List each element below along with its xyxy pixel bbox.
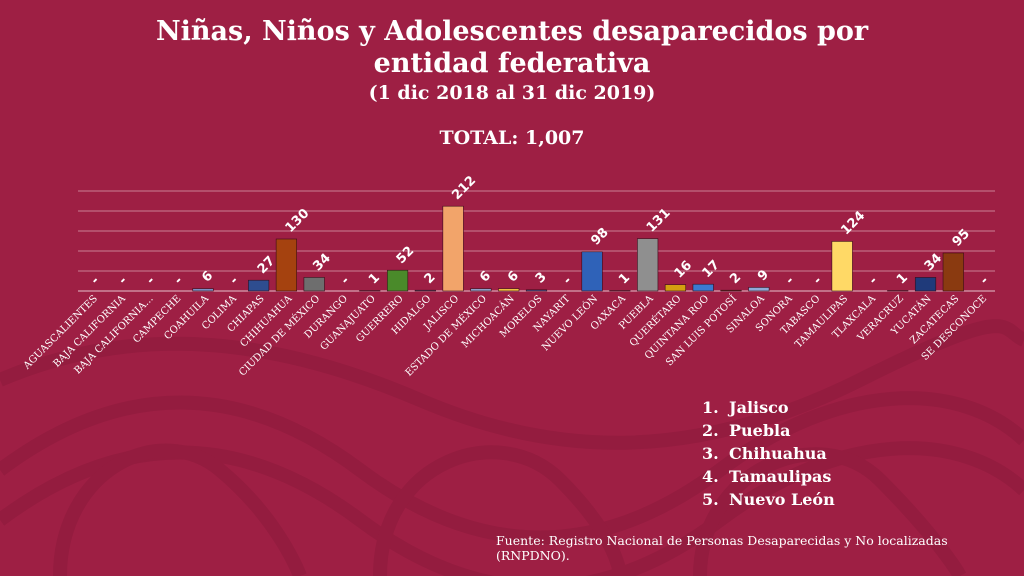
ranking-item: 2. Puebla (702, 421, 791, 440)
bar (664, 284, 687, 292)
data-label: 95 (950, 226, 973, 249)
data-label: 1 (366, 270, 383, 287)
data-label: 3 (533, 270, 550, 287)
ranking-item: 5. Nuevo León (702, 490, 835, 509)
data-label: - (144, 273, 158, 287)
bar (525, 289, 548, 292)
data-label: - (338, 273, 352, 287)
data-label: 2 (727, 270, 744, 287)
chart-title: Niñas, Niños y Adolescentes desaparecido… (155, 16, 869, 79)
data-label: - (866, 273, 880, 287)
data-label: - (811, 273, 825, 287)
bar (637, 238, 659, 292)
data-label: 27 (255, 254, 278, 277)
data-label: 98 (588, 225, 611, 248)
data-label: 124 (838, 208, 868, 238)
bar (748, 287, 770, 292)
bar (414, 289, 436, 292)
data-label: 17 (699, 258, 722, 281)
data-label: - (561, 273, 575, 287)
data-label: 52 (394, 244, 417, 267)
bar (914, 277, 937, 292)
total-label: TOTAL: 1,007 (439, 127, 585, 149)
ranking-item: 4. Tamaulipas (702, 467, 832, 486)
data-label: 9 (755, 267, 772, 284)
bar (581, 251, 603, 292)
data-label: 1 (616, 270, 633, 287)
bar (192, 288, 214, 292)
data-label: - (171, 273, 185, 287)
ranking-item: 3. Chihuahua (702, 444, 827, 463)
ranking-item: 1. Jalisco (702, 398, 789, 417)
data-label: - (977, 273, 991, 287)
data-label: - (783, 273, 797, 287)
data-label: 16 (672, 258, 695, 281)
bar (275, 238, 297, 292)
data-label: - (227, 273, 241, 287)
bar (498, 288, 520, 292)
bar (386, 269, 409, 292)
data-label: 2 (422, 270, 439, 287)
bar (720, 289, 742, 292)
bar (470, 288, 492, 292)
bar (248, 279, 270, 292)
data-label: - (88, 273, 102, 287)
data-label: - (116, 273, 130, 287)
data-label: 212 (449, 173, 479, 203)
bar (692, 283, 714, 292)
bar (831, 241, 853, 292)
bar (942, 252, 964, 292)
chart-subtitle: (1 dic 2018 al 31 dic 2019) (368, 82, 656, 104)
source-note: Fuente: Registro Nacional de Personas De… (496, 533, 948, 563)
bar (303, 277, 325, 292)
data-label: 1 (894, 270, 911, 287)
ranking-list: 1. Jalisco 2. Puebla 3. Chihuahua 4. Tamauli… (702, 396, 835, 511)
bar (442, 205, 464, 292)
